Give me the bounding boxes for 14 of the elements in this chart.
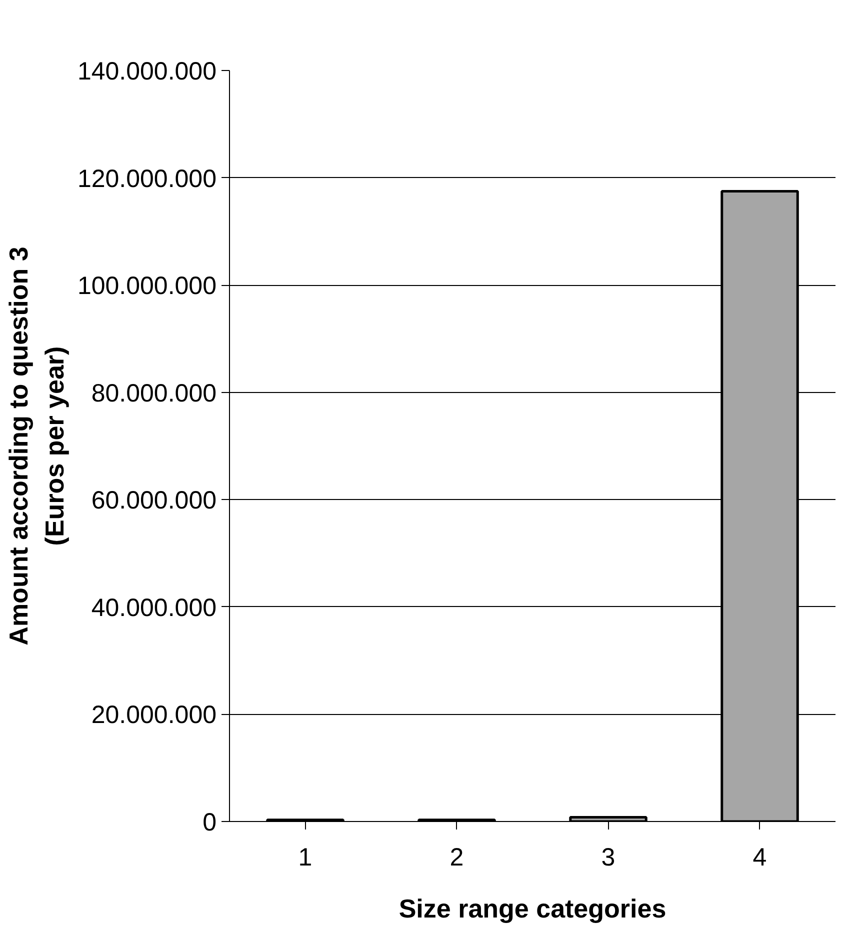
y-tick-label: 40.000.000 <box>91 594 217 622</box>
x-tick-label: 4 <box>752 844 767 872</box>
y-tick-label: 140.000.000 <box>77 58 217 86</box>
x-axis-title: Size range categories <box>398 894 666 924</box>
x-tick-label: 1 <box>298 844 312 872</box>
x-tick-label: 3 <box>601 844 616 872</box>
y-tick-label: 100.000.000 <box>77 272 217 300</box>
y-tick-label: 0 <box>202 808 216 836</box>
y-tick-label: 120.000.000 <box>77 164 217 193</box>
x-tick-label: 2 <box>450 844 464 872</box>
y-tick-label: 60.000.000 <box>91 486 217 515</box>
y-tick-label: 20.000.000 <box>91 701 217 730</box>
y-tick-label: 80.000.000 <box>91 379 217 408</box>
y-axis-title: Amount according to question 3 (Euros per year) <box>3 246 70 646</box>
